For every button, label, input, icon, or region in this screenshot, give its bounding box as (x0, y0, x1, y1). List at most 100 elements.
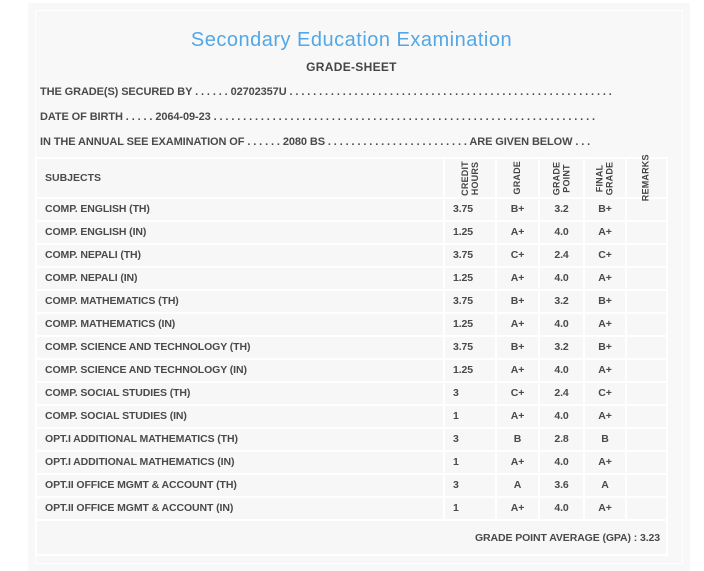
credit-hours-cell: 1.25 (445, 222, 495, 243)
grade-point-cell: 4.0 (540, 498, 583, 519)
subject-cell: OPT.I ADDITIONAL MATHEMATICS (TH) (37, 429, 443, 450)
final-grade-cell: A+ (585, 314, 625, 335)
remarks-cell (627, 337, 666, 358)
final-grade-cell: A+ (585, 360, 625, 381)
grade-point-cell: 2.4 (540, 383, 583, 404)
grade-cell: A+ (497, 268, 538, 289)
grade-sheet-content: Secondary Education Examination GRADE-SH… (35, 3, 668, 556)
gpa-value-text: GRADE POINT AVERAGE (GPA) : 3.23 (474, 531, 660, 544)
final-grade-header-label: FINAL GRADE (594, 161, 614, 195)
credit-hours-cell: 1.25 (445, 268, 495, 289)
final-grade-cell: A (585, 475, 625, 496)
final-grade-cell: A+ (585, 268, 625, 289)
column-header-final-grade: FINAL GRADE (585, 159, 625, 197)
final-grade-cell: B+ (585, 199, 625, 220)
subject-cell: COMP. SOCIAL STUDIES (IN) (37, 406, 443, 427)
subject-cell: COMP. MATHEMATICS (TH) (37, 291, 443, 312)
column-header-credit-hours: CREDIT HOURS (445, 159, 495, 197)
subjects-header-label: SUBJECTS (45, 172, 102, 184)
remarks-cell (627, 222, 666, 243)
subject-cell: COMP. SOCIAL STUDIES (TH) (37, 383, 443, 404)
grade-cell: A+ (497, 360, 538, 381)
credit-hours-cell: 1 (445, 498, 495, 519)
subject-cell: COMP. ENGLISH (IN) (37, 222, 443, 243)
subject-cell: COMP. NEPALI (TH) (37, 245, 443, 266)
grade-point-cell: 3.6 (540, 475, 583, 496)
grade-cell: B+ (497, 337, 538, 358)
subject-cell: COMP. ENGLISH (TH) (37, 199, 443, 220)
grade-point-cell: 4.0 (540, 222, 583, 243)
remarks-cell (627, 360, 666, 381)
remarks-cell (627, 245, 666, 266)
subject-cell: OPT.II OFFICE MGMT & ACCOUNT (IN) (37, 498, 443, 519)
dot-leader: . . . . . . . . . . . . . . . . . . . . … (286, 86, 612, 98)
remarks-cell (627, 314, 666, 335)
remarks-cell (627, 291, 666, 312)
final-grade-cell: A+ (585, 222, 625, 243)
dot-leader: . . . . . . . . . . . . . . . . . . . . … (324, 136, 470, 148)
grade-header-label: GRADE (511, 161, 522, 195)
credit-hours-cell: 3 (445, 429, 495, 450)
subject-cell: COMP. SCIENCE AND TECHNOLOGY (IN) (37, 360, 443, 381)
page-title: Secondary Education Examination (190, 29, 513, 51)
dot-leader: . . . . . . (192, 86, 231, 98)
grade-point-cell: 2.8 (540, 429, 583, 450)
column-header-remarks: REMARKS (627, 155, 666, 201)
remarks-cell (627, 268, 666, 289)
candidate-info-block: THE GRADE(S) SECURED BY . . . . . . 0270… (35, 80, 668, 155)
subject-cell: COMP. SCIENCE AND TECHNOLOGY (TH) (37, 337, 443, 358)
final-grade-cell: B+ (585, 291, 625, 312)
remarks-cell (627, 429, 666, 450)
info-line-date-of-birth: DATE OF BIRTH . . . . . 2064-09-23 . . .… (40, 105, 620, 130)
credit-hours-cell: 3 (445, 475, 495, 496)
credit-hours-cell: 3.75 (445, 199, 495, 220)
remarks-cell (627, 406, 666, 427)
gpa-summary-band: GRADE POINT AVERAGE (GPA) : 3.23 (37, 521, 666, 554)
grade-cell: A (497, 475, 538, 496)
dot-leader: . . . . . . . . . . . . . . . . . . . . … (210, 111, 595, 123)
secured-by-label: THE GRADE(S) SECURED BY (40, 86, 193, 98)
date-of-birth-label: DATE OF BIRTH (40, 111, 123, 123)
column-header-subjects: SUBJECTS (37, 159, 443, 197)
grade-cell: B+ (497, 199, 538, 220)
are-given-below-text: ARE GIVEN BELOW . . . (469, 136, 591, 148)
final-grade-cell: A+ (585, 406, 625, 427)
grade-point-cell: 2.4 (540, 245, 583, 266)
remarks-cell (627, 452, 666, 473)
credit-hours-header-label: CREDIT HOURS (459, 160, 479, 196)
grade-cell: C+ (497, 383, 538, 404)
date-of-birth-value: 2064-09-23 (155, 111, 211, 123)
final-grade-cell: B (585, 429, 625, 450)
final-grade-cell: A+ (585, 498, 625, 519)
grade-point-cell: 3.2 (540, 199, 583, 220)
symbol-number-value: 02702357U (230, 86, 287, 98)
subject-cell: OPT.I ADDITIONAL MATHEMATICS (IN) (37, 452, 443, 473)
grade-cell: B (497, 429, 538, 450)
grade-cell: A+ (497, 452, 538, 473)
grade-cell: A+ (497, 222, 538, 243)
grade-sheet-panel: Secondary Education Examination GRADE-SH… (28, 3, 690, 571)
grade-cell: A+ (497, 314, 538, 335)
grade-table-wrap: SUBJECTS CREDIT HOURS GRADE GRADE POINT … (35, 155, 668, 556)
final-grade-cell: B+ (585, 337, 625, 358)
grade-point-header-label: GRADE POINT (550, 161, 571, 195)
remarks-cell (627, 475, 666, 496)
grade-cell: A+ (497, 498, 538, 519)
final-grade-cell: A+ (585, 452, 625, 473)
sheet-subtitle: GRADE-SHEET (306, 60, 397, 74)
column-header-grade-point: GRADE POINT (540, 159, 583, 197)
examination-year-value: 2080 BS (282, 136, 325, 148)
grade-table: SUBJECTS CREDIT HOURS GRADE GRADE POINT … (37, 155, 666, 519)
dot-leader: . . . . . . (244, 136, 283, 148)
credit-hours-cell: 3 (445, 383, 495, 404)
grade-point-cell: 4.0 (540, 314, 583, 335)
remarks-cell (627, 383, 666, 404)
credit-hours-cell: 1 (445, 452, 495, 473)
dot-leader: . . . . . (122, 111, 156, 123)
subject-cell: OPT.II OFFICE MGMT & ACCOUNT (TH) (37, 475, 443, 496)
grade-point-cell: 4.0 (540, 452, 583, 473)
remarks-header-label: REMARKS (640, 154, 651, 202)
grade-cell: A+ (497, 406, 538, 427)
final-grade-cell: C+ (585, 245, 625, 266)
grade-point-cell: 3.2 (540, 291, 583, 312)
